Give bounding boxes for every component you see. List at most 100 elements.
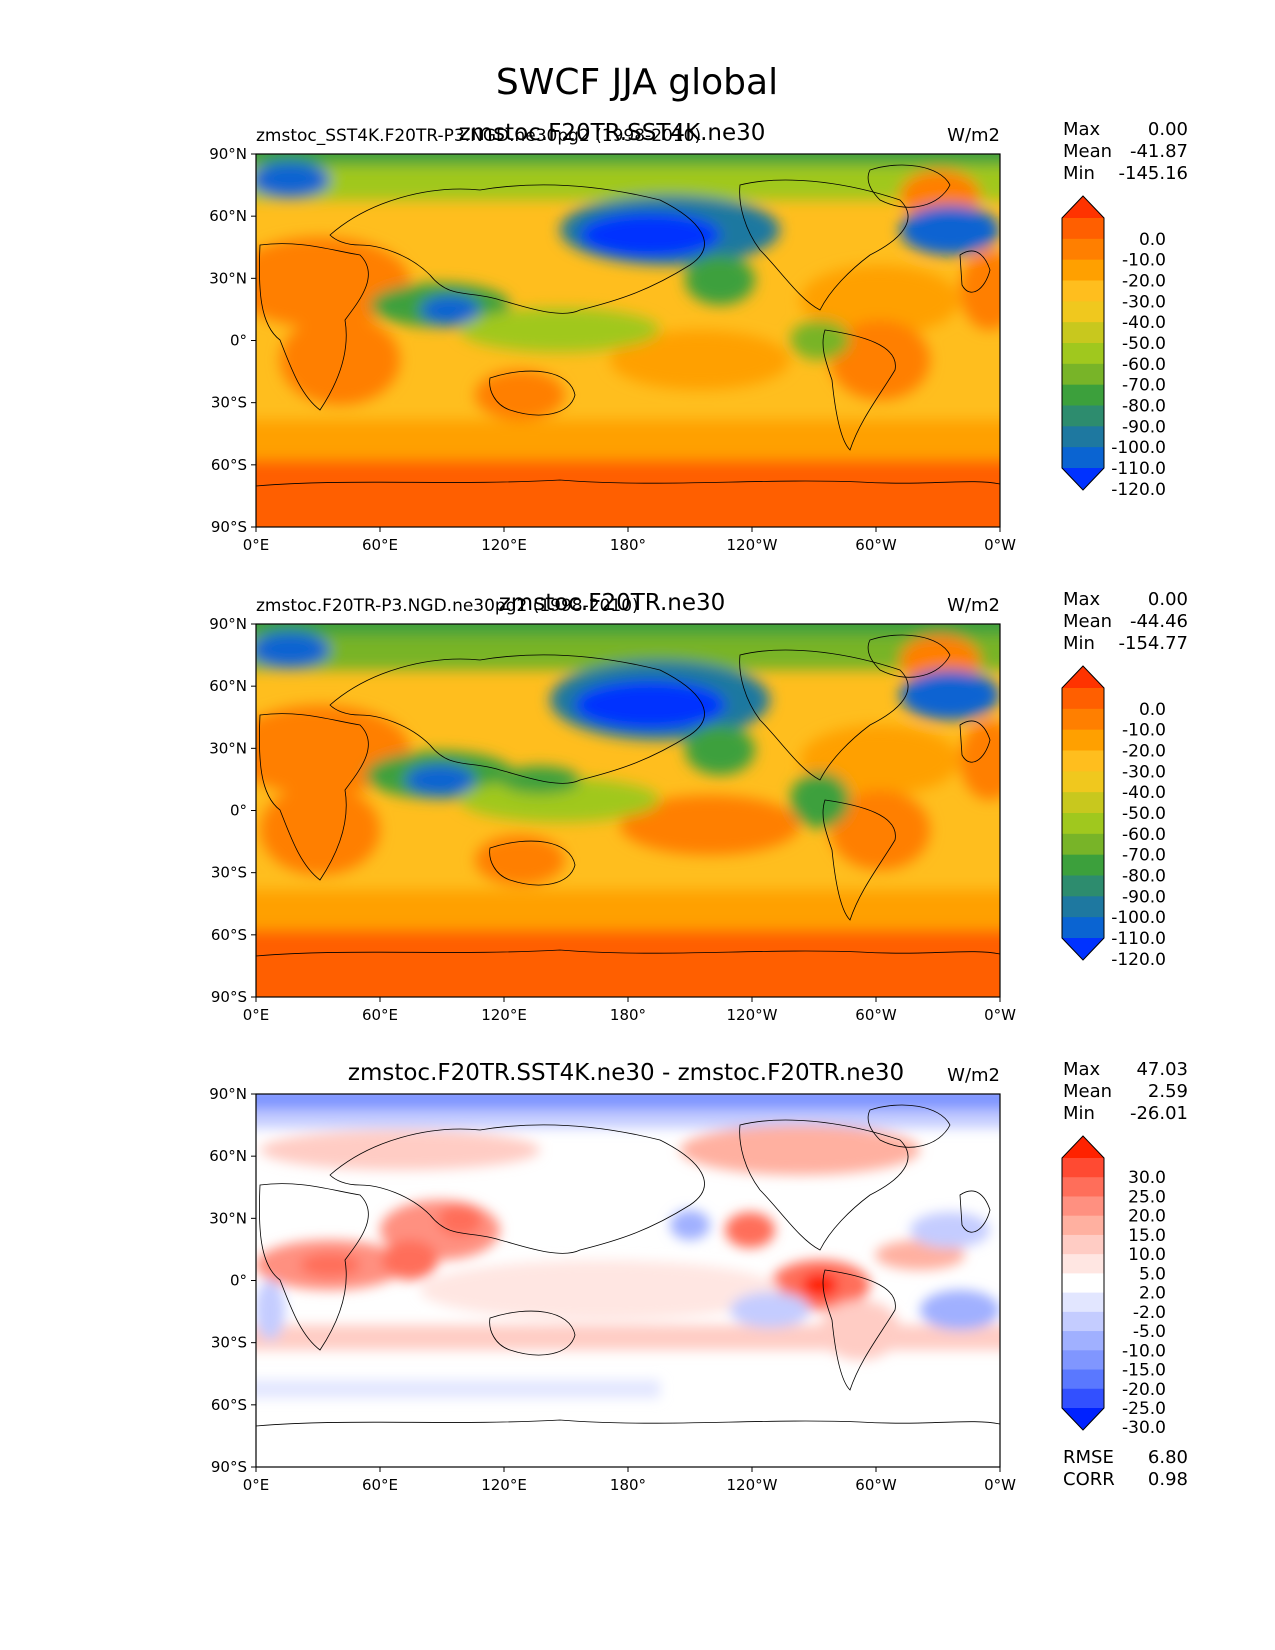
panel-1: zmstoc_SST4K.F20TR-P3.NGD.ne30pg2 (1998-…: [209, 119, 1188, 554]
stat-min-value: -154.77: [1119, 633, 1188, 654]
lon-tick-label: 60°W: [855, 1476, 897, 1494]
colorbar-extend-min: [1062, 938, 1104, 960]
colorbar-segment: [1062, 896, 1104, 918]
colorbar-segment: [1062, 426, 1104, 448]
colorbar-label: 0.0: [1139, 700, 1166, 720]
colorbar-label: 5.0: [1139, 1264, 1166, 1284]
rmse-label: RMSE: [1063, 1447, 1114, 1468]
colorbar-label: -15.0: [1122, 1361, 1166, 1381]
colorbar-segment: [1062, 792, 1104, 814]
lon-tick-label: 0°E: [243, 1006, 270, 1024]
colorbar-extend-max: [1062, 1136, 1104, 1158]
colorbar-segment: [1062, 1215, 1104, 1236]
stat-min-label: Min: [1063, 163, 1095, 184]
colorbar-2: 0.0-10.0-20.0-30.0-40.0-50.0-60.0-70.0-8…: [1061, 665, 1166, 970]
lat-tick-label: 90°S: [211, 988, 247, 1006]
lon-tick-label: 120°W: [727, 1476, 778, 1494]
colorbar-label: -20.0: [1122, 742, 1166, 762]
colorbar-segment: [1062, 708, 1104, 731]
colorbar-segment: [1062, 750, 1104, 772]
lon-tick-label: 0°W: [984, 1476, 1016, 1494]
colorbar-segment: [1062, 1311, 1104, 1332]
stat-min-value: -145.16: [1119, 163, 1188, 184]
panel-center-title: zmstoc.F20TR.SST4K.ne30: [459, 120, 766, 146]
metrics-box: RMSE 6.80 CORR 0.98: [1063, 1447, 1188, 1490]
lon-tick-label: 120°E: [481, 1476, 527, 1494]
colorbar-segment: [1062, 1196, 1104, 1217]
colorbar-segment: [1062, 447, 1104, 469]
lat-tick-label: 90°N: [209, 145, 247, 163]
lat-tick-label: 30°S: [211, 394, 247, 412]
lon-tick-label: 0°W: [984, 536, 1016, 554]
lat-tick-label: 90°N: [209, 1085, 247, 1103]
colorbar-label: 0.0: [1139, 230, 1166, 250]
stat-mean-value: 2.59: [1148, 1081, 1188, 1102]
colorbar-label: -40.0: [1122, 783, 1166, 803]
lon-tick-label: 180°: [610, 1006, 646, 1024]
lon-tick-label: 60°E: [362, 1476, 398, 1494]
colorbar-label: -40.0: [1122, 313, 1166, 333]
lat-tick-label: 30°N: [209, 739, 247, 757]
corr-value: 0.98: [1148, 1469, 1188, 1490]
colorbar-label: -100.0: [1111, 438, 1166, 458]
colorbar-label: -100.0: [1111, 908, 1166, 928]
stat-max-value: 0.00: [1148, 119, 1188, 140]
colorbar-label: 20.0: [1128, 1207, 1166, 1227]
lat-tick-label: 30°N: [209, 269, 247, 287]
stat-max-label: Max: [1063, 1059, 1101, 1080]
colorbar-label: -5.0: [1133, 1322, 1166, 1342]
colorbar-label: -10.0: [1122, 1341, 1166, 1361]
lon-tick-label: 0°E: [243, 1476, 270, 1494]
colorbar-segment: [1062, 813, 1104, 835]
colorbar-segment: [1062, 1369, 1104, 1390]
panel-units: W/m2: [947, 125, 1000, 146]
colorbar-segment: [1062, 1254, 1104, 1274]
lat-tick-label: 60°N: [209, 677, 247, 695]
panel-left-title: zmstoc.F20TR-P3.NGD.ne30pg2 (1998-2010): [256, 596, 639, 616]
colorbar-label: -30.0: [1122, 1418, 1166, 1438]
colorbar-segment: [1062, 1158, 1104, 1178]
stat-mean-label: Mean: [1063, 611, 1112, 632]
colorbar-segment: [1062, 218, 1104, 240]
stat-min-value: -26.01: [1130, 1103, 1188, 1124]
lat-tick-label: 60°S: [211, 456, 247, 474]
lat-tick-label: 0°: [230, 1272, 247, 1290]
lat-tick-label: 90°N: [209, 615, 247, 633]
map-plot-3: 90°N 60°N 30°N 0° 30°S 60°S 90°S 0°E 60°E 120°E 1…: [209, 1085, 1016, 1494]
colorbar-extend-max: [1062, 196, 1104, 218]
lon-tick-label: 180°: [610, 1476, 646, 1494]
map-plot-2: 90°N 60°N 30°N 0° 30°S 60°S 90°S 0°E 60°E 120°E 1…: [209, 615, 1016, 1024]
stat-max-label: Max: [1063, 119, 1101, 140]
colorbar-3: 30.025.020.015.010.05.02.0-2.0-5.0-10.0-…: [1061, 1135, 1166, 1438]
lon-tick-label: 60°W: [855, 536, 897, 554]
colorbar-segment: [1062, 384, 1104, 406]
colorbar-label: -20.0: [1122, 1380, 1166, 1400]
colorbar-label: 10.0: [1128, 1245, 1166, 1265]
colorbar-segment: [1062, 280, 1104, 302]
stat-mean-value: -44.46: [1130, 611, 1188, 632]
colorbar-label: -70.0: [1122, 376, 1166, 396]
lat-tick-label: 60°N: [209, 207, 247, 225]
colorbar-extend-min: [1062, 1408, 1104, 1430]
colorbar-segment: [1062, 363, 1104, 386]
lat-tick-label: 60°N: [209, 1147, 247, 1165]
colorbar-label: -60.0: [1122, 825, 1166, 845]
stat-max-label: Max: [1063, 589, 1101, 610]
colorbar-segment: [1062, 875, 1104, 897]
map-plot-1: 90°N 60°N 30°N 0° 30°S 60°S 90°S 0°E 60°E 120°E 1…: [209, 145, 1016, 554]
colorbar-label: -50.0: [1122, 334, 1166, 354]
colorbar-segment: [1062, 1331, 1104, 1351]
colorbar-label: 15.0: [1128, 1226, 1166, 1246]
colorbar-extend-max: [1062, 666, 1104, 688]
colorbar-label: 25.0: [1128, 1187, 1166, 1207]
colorbar-segment: [1062, 1273, 1104, 1294]
stats-box-3: Max 47.03 Mean 2.59 Min -26.01: [1063, 1059, 1188, 1124]
colorbar-label: -90.0: [1122, 417, 1166, 437]
lat-tick-label: 60°S: [211, 926, 247, 944]
lat-tick-label: 30°S: [211, 864, 247, 882]
panel-units: W/m2: [947, 595, 1000, 616]
colorbar-segment: [1062, 1388, 1104, 1409]
colorbar-label: -80.0: [1122, 397, 1166, 417]
colorbar-segment: [1062, 1177, 1104, 1197]
lon-tick-label: 180°: [610, 536, 646, 554]
